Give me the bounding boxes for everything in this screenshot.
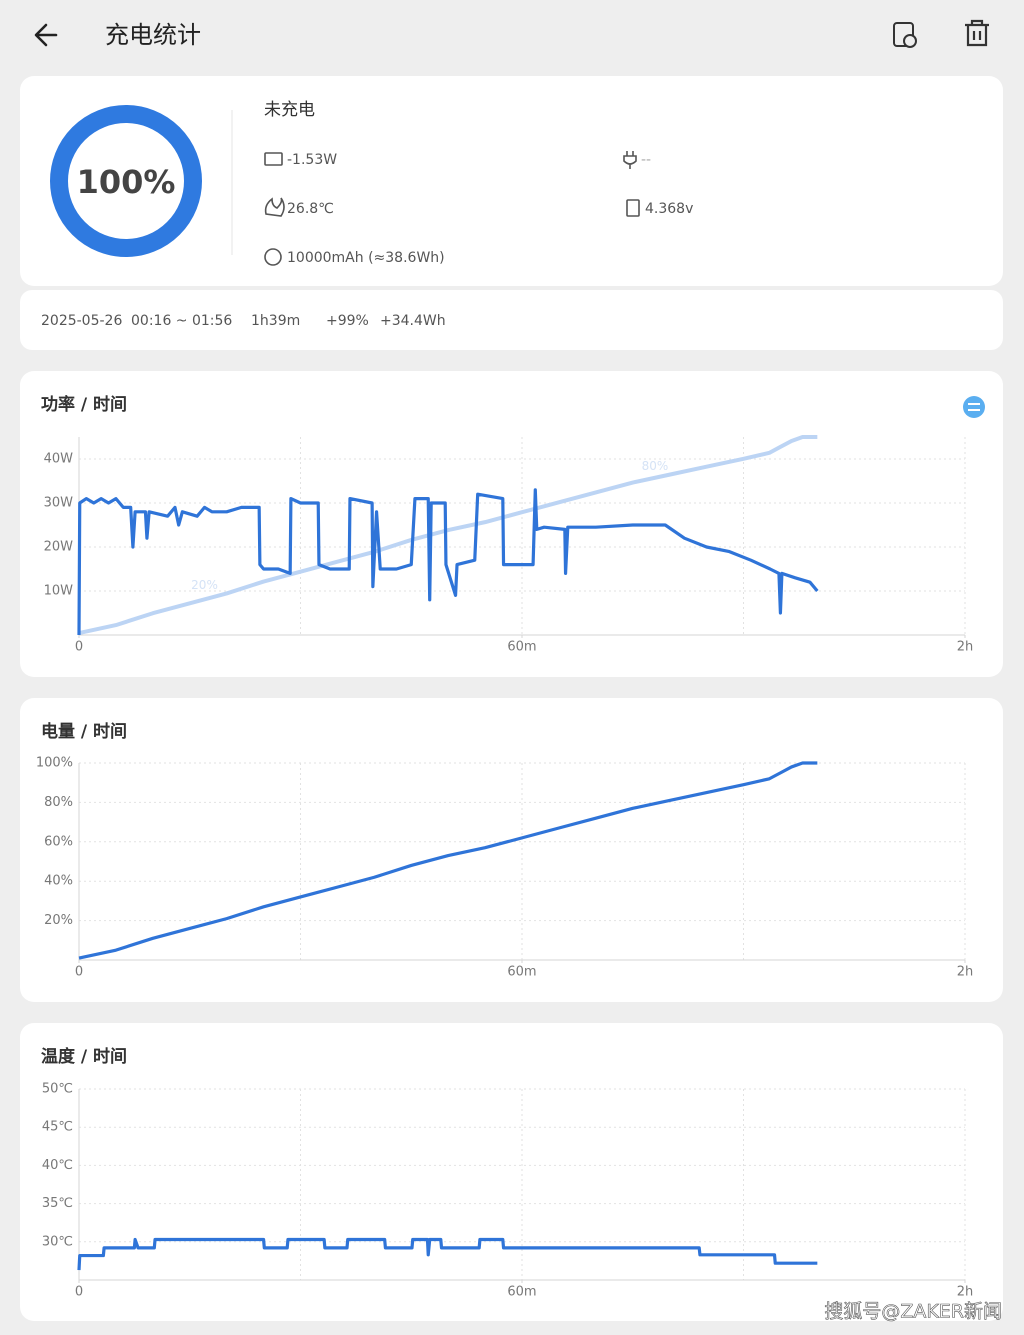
data-line — [77, 1237, 818, 1271]
delete-button[interactable] — [965, 19, 989, 47]
battery-card — [20, 698, 1003, 1002]
annotation: 80% — [642, 459, 669, 473]
voltage-icon — [626, 199, 640, 217]
session-duration: 1h39m — [251, 313, 300, 329]
session-date: 2025-05-26 — [41, 313, 122, 329]
switch-button[interactable] — [963, 396, 985, 418]
watermark: 搜狐号@ZAKER新闻 — [824, 1301, 1002, 1323]
session-card — [20, 290, 1003, 350]
x-tick-label: 60m — [507, 640, 536, 655]
switch-icon-lines[interactable] — [968, 403, 980, 411]
y-tick-label: 60% — [44, 834, 73, 849]
session-time: 00:16 ~ 01:56 — [131, 313, 232, 329]
temperature-value: 26.8℃ — [287, 201, 334, 217]
chart-title: 功率 / 时间 — [41, 394, 127, 415]
switch-icon[interactable] — [963, 396, 985, 418]
session-energy: +34.4Wh — [380, 313, 446, 329]
charge-state: 未充电 — [264, 100, 315, 120]
history-button[interactable] — [893, 22, 917, 48]
x-tick-label: 2h — [957, 965, 974, 980]
y-tick-label: 20W — [44, 540, 74, 555]
y-tick-label: 40% — [44, 874, 73, 889]
chart-title: 温度 / 时间 — [41, 1046, 127, 1067]
y-tick-label: 30W — [44, 496, 74, 511]
delete-icon[interactable] — [965, 19, 989, 47]
y-tick-label: 50℃ — [42, 1082, 73, 1097]
temperature-card — [20, 1023, 1003, 1321]
back-arrow[interactable] — [34, 23, 58, 47]
temperature-icon — [264, 197, 285, 217]
y-tick-label: 45℃ — [42, 1120, 73, 1135]
chart-title: 电量 / 时间 — [41, 721, 127, 742]
x-tick-label: 0 — [75, 965, 83, 980]
capacity-value: 10000mAh (≈38.6Wh) — [287, 250, 445, 266]
annotation: 20% — [191, 578, 218, 592]
data-line — [77, 488, 819, 636]
plug-value: -- — [641, 152, 651, 168]
history-icon-clock[interactable] — [903, 34, 917, 48]
power-value: -1.53W — [287, 152, 337, 168]
x-tick-label: 2h — [957, 1285, 974, 1300]
y-tick-label: 10W — [44, 584, 74, 599]
y-tick-label: 80% — [44, 795, 73, 810]
y-tick-label: 35℃ — [42, 1196, 73, 1211]
page-title: 充电统计 — [105, 21, 201, 49]
x-tick-label: 2h — [957, 640, 974, 655]
y-tick-label: 40℃ — [42, 1158, 73, 1173]
y-tick-label: 30℃ — [42, 1234, 73, 1249]
data-line — [78, 761, 818, 960]
x-tick-label: 60m — [507, 1285, 536, 1300]
session-percent-gain: +99% — [326, 313, 369, 329]
plug-icon — [623, 151, 637, 169]
power-card — [20, 371, 1003, 677]
power-icon — [264, 152, 283, 166]
voltage-value: 4.368v — [645, 201, 693, 217]
battery-ring — [50, 105, 202, 257]
status-card — [20, 76, 1003, 286]
back-button[interactable] — [34, 23, 58, 47]
battery-percent: 100% — [77, 163, 176, 201]
y-tick-label: 40W — [44, 452, 74, 467]
y-tick-label: 100% — [36, 756, 73, 771]
x-tick-label: 0 — [75, 640, 83, 655]
x-tick-label: 0 — [75, 1285, 83, 1300]
history-icon[interactable] — [893, 22, 914, 47]
x-tick-label: 60m — [507, 965, 536, 980]
capacity-icon — [264, 248, 282, 266]
y-tick-label: 20% — [44, 913, 73, 928]
